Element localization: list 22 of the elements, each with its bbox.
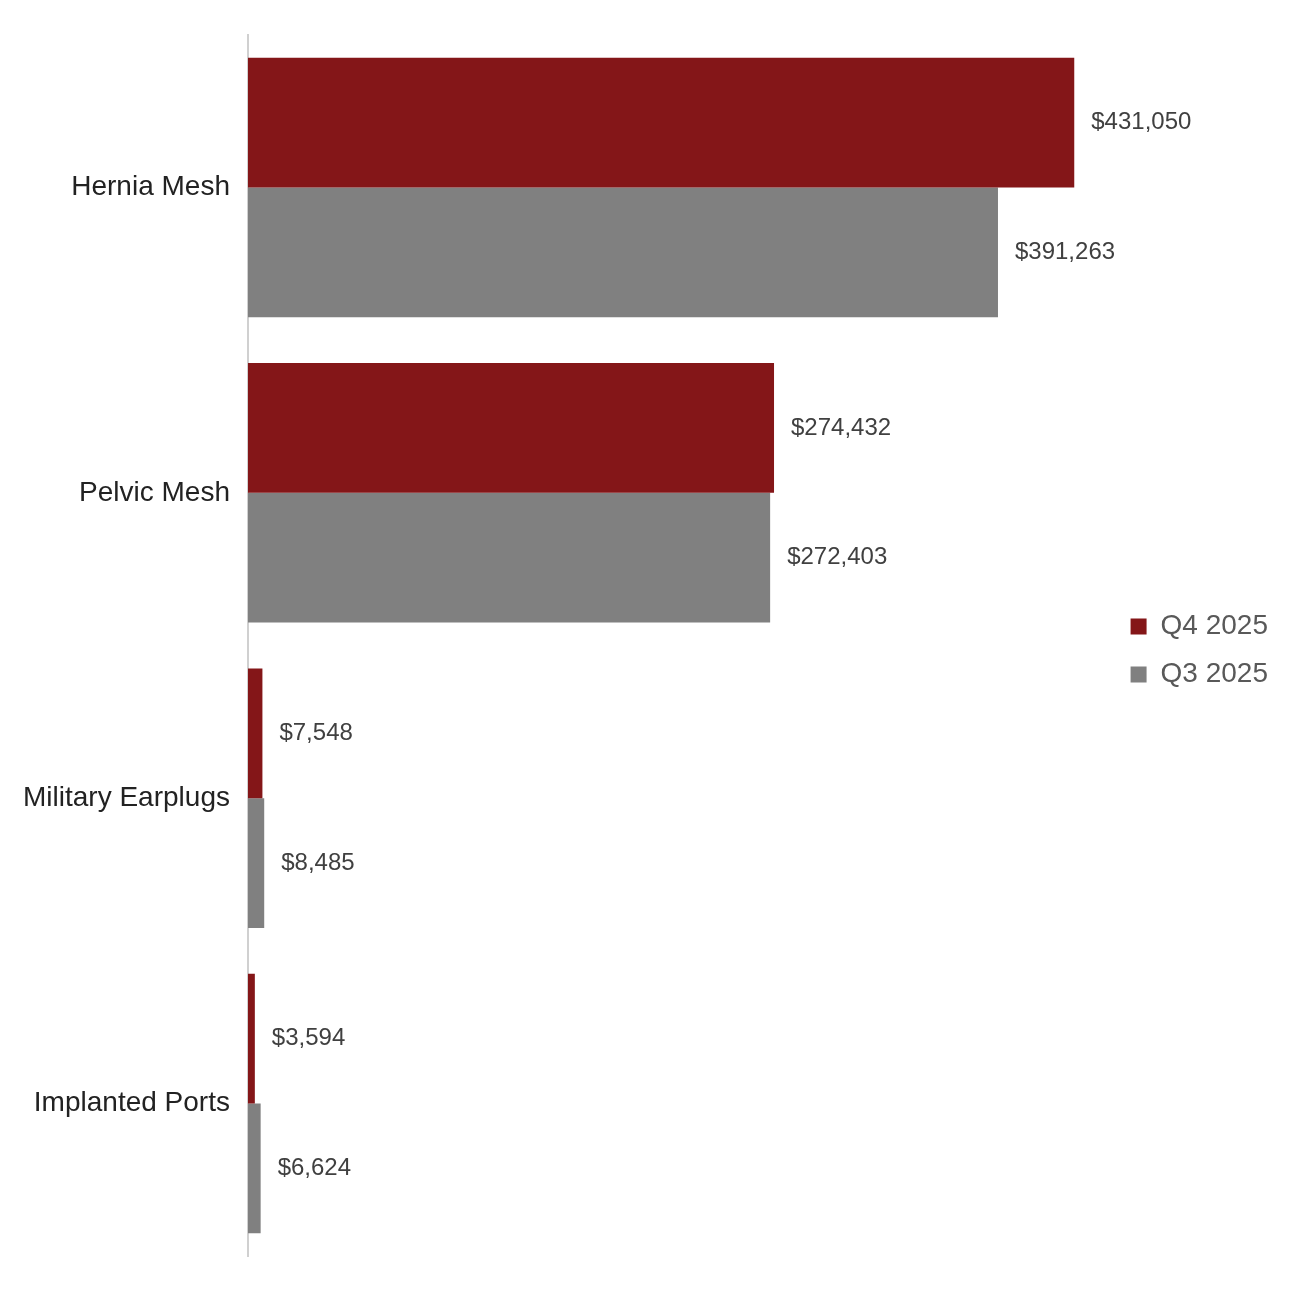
bar [247,187,998,318]
bar [247,668,263,799]
data-label: $431,050 [1091,107,1192,135]
bar [247,57,1075,188]
legend-label: Q4 2025 [1160,609,1268,641]
bar [247,363,775,493]
data-label: $3,594 [271,1023,346,1051]
y-tick-label: Military Earplugs [23,780,230,812]
data-label: $7,548 [279,717,353,745]
data-label: $391,263 [1014,236,1116,264]
legend-label: Q3 2025 [1160,657,1268,689]
y-tick-label: Hernia Mesh [71,170,230,202]
data-label: $274,432 [791,412,892,440]
bar [247,1103,261,1234]
data-label: $272,403 [787,542,888,570]
y-tick-label: Pelvic Mesh [79,475,230,507]
bar [247,798,265,928]
data-label: $6,624 [277,1153,352,1181]
data-label: $8,485 [281,847,355,875]
y-tick-label: Implanted Ports [33,1086,230,1118]
bar [247,492,771,623]
bar [247,973,255,1104]
